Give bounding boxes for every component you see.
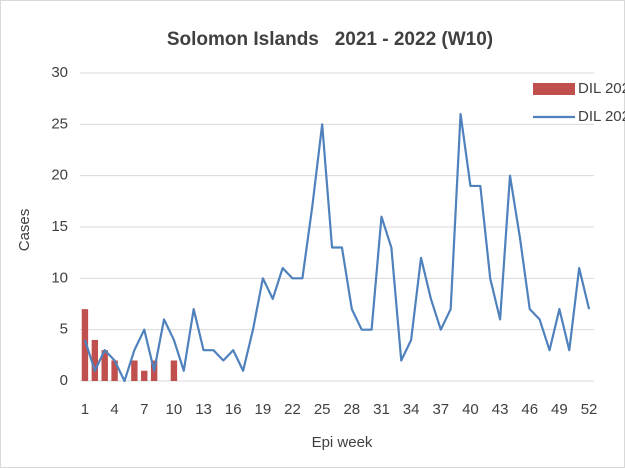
- legend-label: DIL 2022: [578, 80, 625, 97]
- y-tick-label: 0: [60, 372, 68, 389]
- x-tick-label: 19: [255, 401, 272, 418]
- y-tick-label: 30: [51, 64, 68, 81]
- x-tick-label: 40: [462, 401, 479, 418]
- bar: [111, 360, 118, 381]
- x-tick-label: 34: [403, 401, 420, 418]
- x-tick-label: 28: [343, 401, 360, 418]
- y-tick-label: 10: [51, 269, 68, 286]
- y-tick-label: 20: [51, 167, 68, 184]
- y-tick-label: 15: [51, 218, 68, 235]
- bar: [170, 360, 178, 381]
- line: [83, 112, 591, 383]
- x-tick-label: 25: [314, 401, 331, 418]
- x-tick-label: 7: [140, 401, 148, 418]
- legend-swatch: [533, 83, 575, 95]
- x-tick-label: 10: [166, 401, 183, 418]
- y-axis-label: Cases: [16, 209, 33, 252]
- x-tick-label: 1: [81, 401, 89, 418]
- chart-title: Solomon Islands 2021 - 2022 (W10): [167, 29, 493, 50]
- x-axis-label: Epi week: [312, 434, 373, 451]
- bar: [141, 370, 148, 381]
- bar: [91, 339, 99, 381]
- x-tick-label: 16: [225, 401, 242, 418]
- x-tick-label: 37: [432, 401, 449, 418]
- y-tick-label: 5: [60, 321, 68, 338]
- x-tick-label: 43: [492, 401, 509, 418]
- x-tick-label: 31: [373, 401, 390, 418]
- bar: [101, 350, 108, 381]
- x-tick-label: 49: [551, 401, 568, 418]
- x-tick-label: 52: [581, 401, 598, 418]
- x-tick-label: 4: [110, 401, 118, 418]
- bar: [131, 360, 138, 381]
- y-tick-label: 25: [51, 115, 68, 132]
- x-tick-label: 46: [521, 401, 538, 418]
- x-tick-label: 22: [284, 401, 301, 418]
- bar: [81, 309, 89, 381]
- x-tick-label: 13: [195, 401, 212, 418]
- legend-label: DIL 2021: [578, 108, 625, 125]
